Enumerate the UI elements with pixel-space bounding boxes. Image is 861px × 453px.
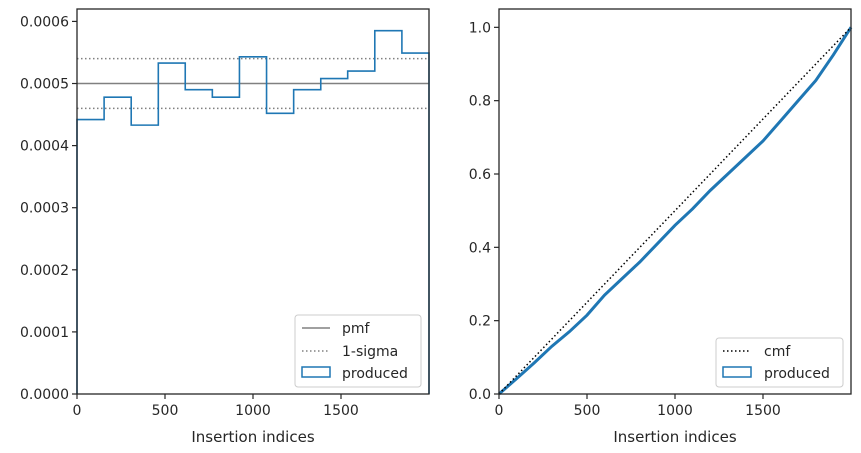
legend-produced-swatch-right	[722, 366, 752, 378]
x-tick-label: 0	[495, 403, 504, 419]
legend-produced-label: produced	[342, 366, 408, 382]
produced-cmf-line	[498, 26, 853, 396]
right-axes-frame	[498, 8, 852, 395]
legend-pmf-label: pmf	[342, 321, 371, 337]
x-tick-label: 500	[152, 403, 179, 419]
cmf-line	[498, 26, 852, 395]
left-legend: pmf 1-sigma produced	[294, 314, 422, 388]
y-tick-label: 0.0	[469, 387, 491, 403]
legend-sigma-label: 1-sigma	[342, 344, 398, 360]
x-tick-label: 1000	[235, 403, 271, 419]
right-x-axis-label: Insertion indices	[613, 428, 736, 446]
left-x-ticks: 0 500 1000 1500	[73, 394, 359, 419]
left-legend-box	[294, 314, 422, 388]
left-y-ticks: 0.0000 0.0001 0.0002 0.0003 0.0004 0.0005 0.00…	[20, 14, 77, 403]
y-tick-label: 1.0	[469, 20, 491, 36]
y-tick-label: 0.0004	[20, 139, 69, 155]
y-tick-label: 0.0000	[20, 387, 69, 403]
y-tick-label: 0.8	[469, 94, 491, 110]
x-tick-label: 500	[574, 403, 601, 419]
x-tick-label: 1000	[657, 403, 693, 419]
cmf-marks	[498, 26, 853, 396]
y-tick-label: 0.0002	[20, 263, 69, 279]
y-tick-label: 0.6	[469, 167, 491, 183]
legend-produced-label-right: produced	[764, 366, 830, 382]
y-tick-label: 0.2	[469, 314, 491, 330]
y-tick-label: 0.0005	[20, 77, 69, 93]
x-tick-label: 1500	[323, 403, 359, 419]
produced-histogram	[76, 29, 430, 394]
left-x-axis-label: Insertion indices	[191, 428, 314, 446]
y-tick-label: 0.0006	[20, 14, 69, 30]
x-tick-label: 0	[73, 403, 82, 419]
y-tick-label: 0.0003	[20, 201, 69, 217]
pmf-panel: 0 500 1000 1500 0.00000.00010.00020.00030.0…	[20, 8, 430, 446]
pmf-marks	[76, 29, 430, 394]
right-legend: cmf produced	[715, 337, 844, 388]
y-tick-label: 0.0001	[20, 325, 69, 341]
cmf-panel: 0 500 1000 1500 0.0 0.2 0.4 0.6 0.8 1.0 Insertio…	[469, 8, 853, 446]
x-tick-label: 1500	[745, 403, 781, 419]
y-tick-label: 0.4	[469, 240, 491, 256]
right-x-ticks: 0 500 1000 1500	[495, 394, 781, 419]
right-y-ticks: 0.0 0.2 0.4 0.6 0.8 1.0	[469, 20, 499, 403]
legend-produced-swatch	[301, 366, 331, 378]
legend-cmf-label: cmf	[764, 344, 791, 360]
